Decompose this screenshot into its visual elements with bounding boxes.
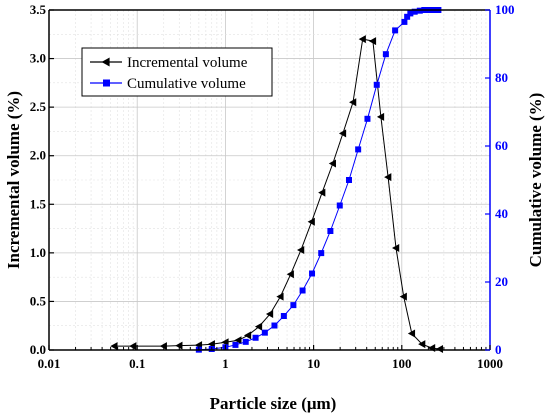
data-point-cumulative (373, 81, 380, 88)
y-axis-right-title: Cumulative volume (%) (526, 93, 545, 268)
x-tick-label: 1000 (477, 356, 503, 371)
data-point-incremental (276, 292, 284, 301)
data-point-cumulative (404, 13, 411, 20)
y-left-tick-label: 0.5 (30, 293, 47, 308)
data-point-incremental (234, 336, 242, 345)
data-point-incremental (110, 342, 118, 351)
data-point-cumulative (309, 270, 316, 277)
legend-marker (103, 79, 110, 87)
data-point-incremental (428, 344, 436, 353)
data-point-incremental (328, 159, 336, 168)
data-point-cumulative (261, 329, 268, 336)
data-point-cumulative (382, 51, 389, 58)
data-point-incremental (286, 270, 294, 279)
y-right-tick-label: 40 (495, 206, 508, 221)
data-point-incremental (358, 35, 366, 44)
data-point-incremental (349, 98, 357, 107)
y-left-tick-label: 2.0 (30, 148, 46, 163)
data-point-cumulative (242, 338, 249, 345)
y-right-tick-label: 60 (495, 138, 508, 153)
data-point-cumulative (364, 115, 371, 122)
data-point-incremental (407, 329, 416, 338)
y-right-tick-label: 80 (495, 70, 508, 85)
y-left-tick-label: 1.5 (30, 196, 47, 211)
y-left-tick-label: 2.5 (30, 99, 47, 114)
data-point-incremental (392, 244, 400, 252)
y-left-tick-label: 3.0 (30, 51, 46, 66)
data-point-cumulative (290, 302, 297, 309)
data-point-incremental (221, 338, 229, 347)
data-point-cumulative (407, 10, 414, 17)
y-axis-left-title: Incremental volume (%) (4, 91, 23, 269)
data-point-cumulative (336, 202, 343, 209)
data-point-incremental (265, 310, 274, 319)
data-point-cumulative (346, 177, 353, 183)
y-left-tick-label: 1.0 (30, 245, 46, 260)
data-point-incremental (159, 342, 167, 351)
data-point-cumulative (280, 313, 287, 319)
data-point-incremental (175, 341, 183, 350)
data-point-incremental (254, 322, 263, 331)
x-tick-label: 10 (307, 356, 320, 371)
legend: Incremental volume Cumulative volume (81, 47, 273, 97)
data-point-incremental (384, 173, 392, 182)
data-point-incremental (376, 112, 385, 121)
data-point-cumulative (327, 228, 334, 234)
data-point-cumulative (318, 250, 325, 257)
x-axis-title: Particle size (μm) (210, 394, 337, 413)
x-tick-label: 0.1 (129, 356, 145, 371)
axes: 0.01 0.1 1 10 100 10000.00.51.01.52.02.53.03.… (30, 2, 515, 371)
legend-label: Incremental volume (127, 55, 248, 71)
legend-box (81, 47, 273, 97)
data-point-cumulative (271, 322, 278, 329)
data-point-incremental (318, 188, 326, 197)
y-right-tick-label: 100 (495, 2, 515, 17)
data-point-incremental (297, 245, 305, 254)
legend-label: Cumulative volume (127, 76, 246, 92)
x-tick-label: 1 (222, 356, 229, 371)
data-point-incremental (435, 345, 444, 354)
x-tick-label: 0.01 (38, 356, 61, 371)
y-right-tick-label: 0 (495, 342, 502, 357)
data-point-incremental (338, 129, 347, 138)
y-left-tick-label: 3.5 (30, 2, 47, 17)
data-point-cumulative (411, 8, 418, 15)
data-point-incremental (243, 331, 252, 340)
x-tick-label: 100 (392, 356, 412, 371)
legend-marker (101, 57, 110, 67)
data-point-cumulative (232, 341, 239, 348)
data-point-incremental (129, 342, 137, 351)
data-point-cumulative (401, 18, 408, 25)
data-point-incremental (399, 292, 407, 301)
data-point-cumulative (355, 146, 362, 153)
data-point-cumulative (392, 27, 399, 34)
y-right-tick-label: 20 (495, 274, 508, 289)
data-point-cumulative (299, 287, 306, 294)
data-point-incremental (307, 217, 315, 226)
y-left-tick-label: 0.0 (30, 342, 46, 357)
data-point-cumulative (252, 334, 259, 341)
data-point-incremental (368, 37, 377, 46)
data-point-incremental (418, 340, 426, 349)
